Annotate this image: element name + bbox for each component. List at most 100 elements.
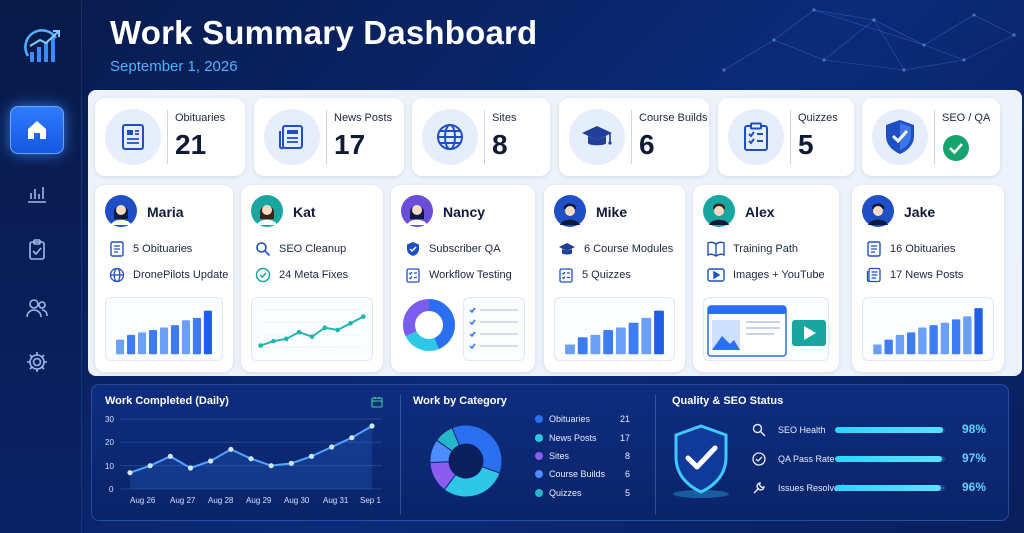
work-by-category-title: Work by Category xyxy=(413,395,507,407)
stat-card-quizzes[interactable]: Quizzes 5 xyxy=(718,98,854,176)
shield-check-icon xyxy=(407,242,419,256)
data-point xyxy=(349,435,355,441)
logo-icon xyxy=(24,29,60,62)
divider xyxy=(400,395,401,515)
mini-bar xyxy=(628,322,639,355)
mini-bar xyxy=(590,334,601,355)
task-item: 17 News Posts xyxy=(890,269,964,281)
check-circle-icon xyxy=(752,452,766,466)
mini-line xyxy=(260,315,364,347)
stat-card-course-builds[interactable]: Course Builds 6 xyxy=(559,98,709,176)
checklist-icon xyxy=(406,268,420,283)
sidebar-item-home[interactable] xyxy=(10,106,64,154)
mini-point xyxy=(335,327,340,333)
calendar-icon[interactable] xyxy=(371,396,383,408)
mini-point xyxy=(348,320,353,326)
mini-point xyxy=(322,325,328,331)
document-icon xyxy=(110,241,124,257)
data-point xyxy=(369,423,375,429)
mini-bar xyxy=(577,337,588,355)
progress-value: 98% xyxy=(962,422,987,436)
stat-card-seo-qa[interactable]: SEO / QA xyxy=(862,98,1000,176)
data-point xyxy=(208,458,214,464)
stat-value: 21 xyxy=(175,129,207,160)
person-card-alex[interactable]: Alex Training Path Images + YouTube xyxy=(693,185,839,372)
globe-icon xyxy=(109,267,125,283)
legend-item-news-posts: News Posts 17 xyxy=(535,433,630,443)
mini-bar xyxy=(918,327,927,355)
avatar xyxy=(862,195,894,227)
network-decoration xyxy=(722,8,1016,72)
donut-hole xyxy=(449,444,483,478)
data-point xyxy=(127,470,133,476)
task-item: 24 Meta Fixes xyxy=(279,269,349,281)
person-name: Kat xyxy=(293,204,316,220)
person-card-jake[interactable]: Jake 16 Obituaries 17 News Posts xyxy=(852,185,1004,372)
legend-item-quizzes: Quizzes 5 xyxy=(535,488,630,498)
checklist-icon xyxy=(744,122,768,151)
stat-value: 17 xyxy=(334,129,366,160)
y-tick: 10 xyxy=(105,462,114,471)
mini-line-chart xyxy=(251,297,373,361)
sidebar-item-tasks[interactable] xyxy=(10,226,64,274)
person-name: Nancy xyxy=(443,204,486,220)
wrench-icon xyxy=(753,482,765,494)
task-item: Images + YouTube xyxy=(733,269,825,281)
sidebar-item-reports[interactable] xyxy=(10,170,64,218)
stat-card-news-posts[interactable]: News Posts 17 xyxy=(254,98,404,176)
person-card-maria[interactable]: Maria 5 Obituaries DronePilots Update xyxy=(95,185,233,372)
data-point xyxy=(308,453,315,459)
person-card-kat[interactable]: Kat SEO Cleanup 24 Meta Fixes xyxy=(241,185,383,372)
mini-point xyxy=(258,343,263,348)
person-card-mike[interactable]: Mike 6 Course Modules 5 Quizzes xyxy=(544,185,685,372)
document-icon xyxy=(122,124,144,150)
data-point xyxy=(228,446,234,452)
newspaper-icon xyxy=(866,267,881,283)
sidebar-item-settings[interactable] xyxy=(10,338,64,386)
data-point xyxy=(268,463,274,469)
mini-bar xyxy=(159,327,169,355)
stat-card-obituaries[interactable]: Obituaries 21 xyxy=(95,98,245,176)
gear-icon xyxy=(27,352,47,372)
media-illustration xyxy=(703,297,829,361)
stat-value: 5 xyxy=(798,129,814,160)
graduation-cap-icon xyxy=(582,126,612,146)
stat-value: 8 xyxy=(492,129,508,160)
x-tick: Aug 31 xyxy=(323,496,349,505)
task-item: Workflow Testing xyxy=(429,269,512,281)
person-name: Mike xyxy=(596,204,628,220)
search-icon xyxy=(752,423,766,437)
x-tick: Aug 27 xyxy=(170,496,196,505)
task-item: 6 Course Modules xyxy=(584,243,674,255)
stat-value: 6 xyxy=(639,129,655,160)
sidebar-item-team[interactable] xyxy=(10,284,64,332)
daily-line-chart xyxy=(120,418,382,490)
stat-label: News Posts xyxy=(334,112,393,124)
stat-card-sites[interactable]: Sites 8 xyxy=(412,98,550,176)
mini-bar xyxy=(641,317,652,355)
x-tick: Aug 30 xyxy=(284,496,310,505)
mini-bar xyxy=(940,322,950,355)
mini-point xyxy=(361,314,366,319)
mini-point xyxy=(271,338,276,344)
legend-item-course-builds: Course Builds 6 xyxy=(535,469,630,479)
task-item: 5 Quizzes xyxy=(582,269,631,281)
stat-label: Obituaries xyxy=(175,112,226,124)
mini-bar-chart xyxy=(105,297,223,361)
data-point xyxy=(329,444,335,450)
legend-item-obituaries: Obituaries 21 xyxy=(535,414,630,424)
task-item: Subscriber QA xyxy=(429,243,501,255)
donut-illustration xyxy=(403,299,455,351)
progress-value: 97% xyxy=(962,451,987,465)
work-completed-title: Work Completed (Daily) xyxy=(105,395,229,407)
mini-bar-chart xyxy=(554,297,675,361)
home-icon xyxy=(28,121,46,139)
category-donut-chart xyxy=(429,424,503,498)
checklist-icon xyxy=(559,268,573,283)
sidebar xyxy=(0,0,82,533)
check-circle-icon xyxy=(255,267,271,283)
bar-chart-icon xyxy=(28,187,46,203)
stat-label: SEO / QA xyxy=(942,112,991,124)
person-card-nancy[interactable]: Nancy Subscriber QA Workflow Testing xyxy=(391,185,535,372)
person-name: Jake xyxy=(904,204,936,220)
